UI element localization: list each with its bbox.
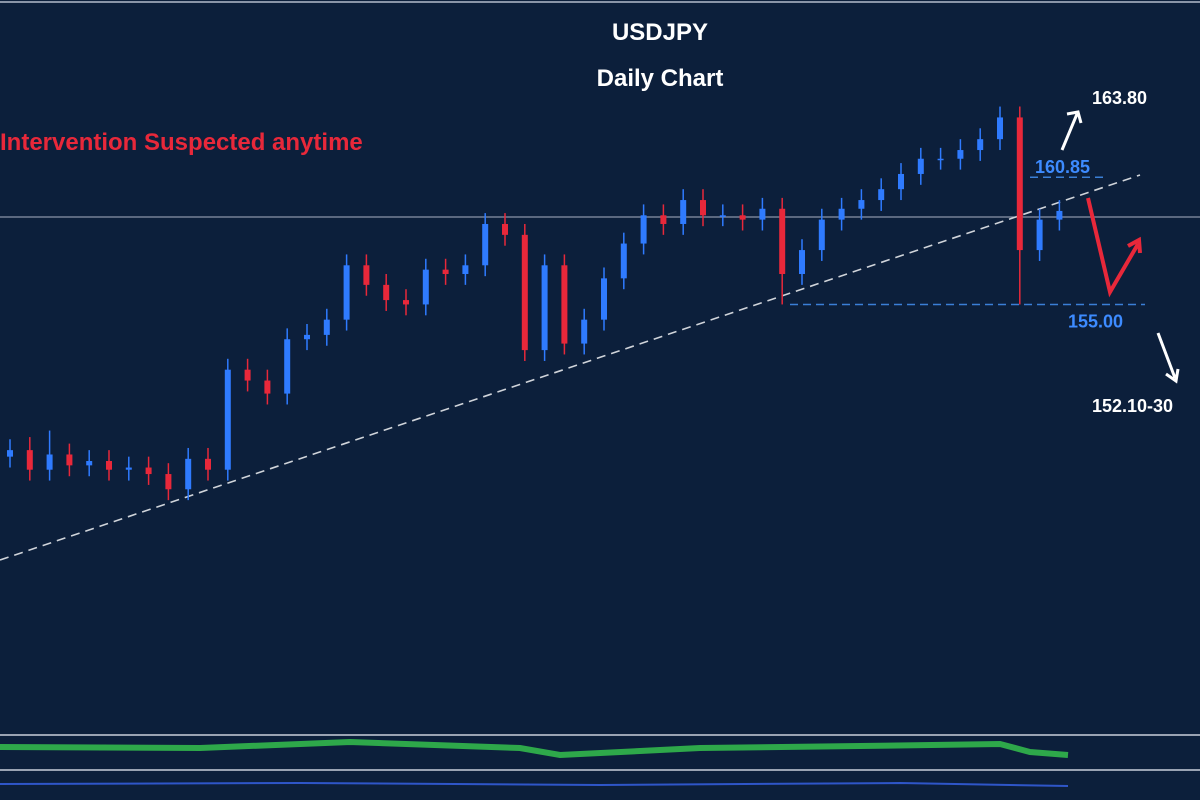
candle-body bbox=[838, 208, 845, 220]
candle-body bbox=[917, 158, 924, 174]
candle-body bbox=[1056, 210, 1063, 220]
candle-body bbox=[66, 454, 73, 466]
candle-body bbox=[106, 461, 112, 470]
candle-body bbox=[46, 454, 53, 470]
candle-body bbox=[363, 265, 370, 285]
arrow-down bbox=[1156, 332, 1180, 384]
candle-body bbox=[343, 265, 350, 320]
candle-body bbox=[878, 189, 885, 201]
chart-title: USDJPY bbox=[612, 19, 708, 46]
candle-body bbox=[422, 269, 429, 305]
candle-body bbox=[442, 269, 449, 274]
candle-body bbox=[304, 334, 310, 340]
oscillator-pane bbox=[0, 781, 1069, 787]
level-label: 155.00 bbox=[1068, 311, 1123, 331]
candle-body bbox=[818, 219, 825, 251]
candle-body bbox=[224, 369, 231, 470]
target-label: 163.80 bbox=[1092, 88, 1147, 108]
candle-body bbox=[383, 284, 390, 301]
candle-body bbox=[323, 319, 330, 335]
chart-subtitle: Daily Chart bbox=[597, 65, 724, 92]
candle-body bbox=[502, 223, 508, 235]
candle-body bbox=[997, 117, 1003, 140]
candle-body bbox=[640, 215, 647, 244]
candle-body bbox=[165, 474, 172, 490]
candle-body bbox=[660, 215, 667, 224]
candle-body bbox=[977, 139, 984, 151]
candle-body bbox=[185, 458, 192, 490]
annotation: Intervention Suspected anytime bbox=[0, 129, 363, 156]
candle-body bbox=[462, 265, 469, 274]
candle-body bbox=[680, 200, 687, 224]
candle-body bbox=[739, 215, 746, 220]
plot: 160.85 155.00 bbox=[7, 106, 1145, 501]
candle-body bbox=[541, 265, 548, 351]
candle-body bbox=[264, 380, 271, 394]
candle-body bbox=[759, 208, 766, 220]
candle-body bbox=[898, 173, 904, 190]
candle-body bbox=[482, 223, 489, 266]
candle-body bbox=[403, 300, 409, 305]
candle-body bbox=[937, 158, 944, 161]
candle-body bbox=[1036, 219, 1043, 251]
candle-body bbox=[799, 250, 805, 274]
candle-body bbox=[125, 467, 132, 470]
target-label: 152.10-30 bbox=[1092, 396, 1173, 416]
candle-body bbox=[858, 200, 865, 209]
trend-line bbox=[0, 174, 1141, 561]
candle-body bbox=[957, 150, 964, 159]
candle-body bbox=[620, 243, 627, 279]
level-label: 160.85 bbox=[1035, 157, 1090, 177]
candle-body bbox=[561, 265, 568, 344]
candle-body bbox=[719, 215, 726, 217]
candle-body bbox=[779, 208, 786, 274]
candle-body bbox=[284, 339, 291, 394]
candle-body bbox=[521, 234, 528, 351]
candle-body bbox=[244, 369, 251, 381]
arrow-up bbox=[1060, 110, 1083, 151]
forecast-arrow bbox=[1086, 197, 1142, 298]
candle-body bbox=[26, 450, 33, 470]
candle-body bbox=[1016, 117, 1023, 251]
candle-body bbox=[581, 319, 588, 344]
candle-body bbox=[145, 467, 152, 475]
candle-body bbox=[205, 458, 211, 470]
candle-body bbox=[700, 200, 706, 216]
indicator-pane bbox=[0, 738, 1069, 759]
candle-body bbox=[7, 450, 13, 457]
candle-body bbox=[601, 278, 607, 320]
candle-body bbox=[86, 461, 93, 466]
